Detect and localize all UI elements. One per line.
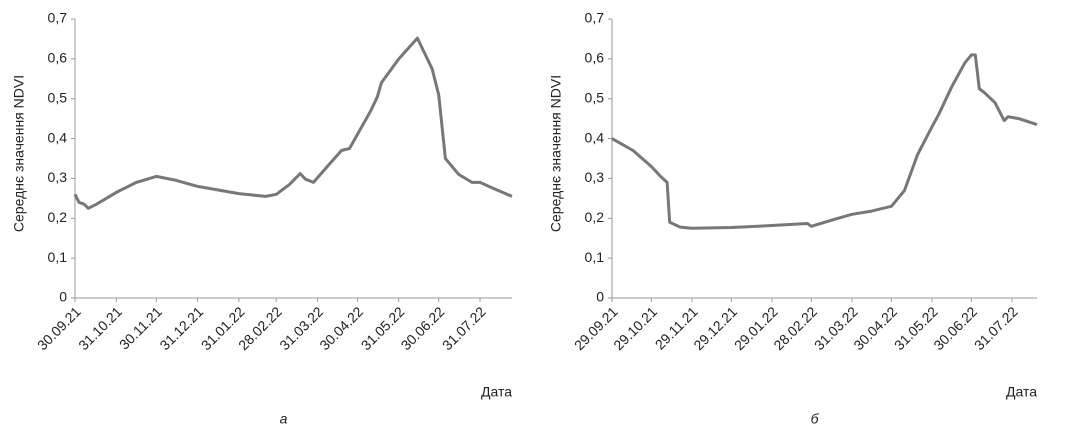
x-tick-label: 30.04.22 (850, 303, 900, 353)
y-tick-label: 0,5 (48, 89, 68, 105)
x-tick-label: 31.12.21 (156, 303, 206, 353)
y-tick-label: 0,1 (585, 249, 605, 265)
x-tick-label: 31.07.22 (439, 303, 489, 353)
ndvi-line (73, 36, 513, 210)
x-tick-label: 29.10.21 (610, 303, 660, 353)
y-axis-label: Середнє значення NDVI (11, 75, 27, 232)
x-tick-label: 30.06.22 (398, 303, 448, 353)
y-tick-label: 0 (59, 289, 67, 305)
x-tick-label: 28.02.22 (770, 303, 820, 353)
y-tick-label: 0,5 (585, 89, 605, 105)
ndvi-line (611, 53, 1038, 230)
x-tick-label: 31.07.22 (971, 303, 1021, 353)
y-tick-label: 0,6 (48, 50, 68, 66)
x-tick-label: 31.10.21 (75, 303, 125, 353)
y-tick-label: 0,1 (48, 249, 68, 265)
x-tick-label: 30.06.22 (930, 303, 980, 353)
y-tick-label: 0,7 (585, 10, 605, 26)
y-tick-label: 0,3 (48, 169, 68, 185)
caption: б (811, 411, 820, 427)
y-tick-label: 0 (596, 289, 604, 305)
y-tick-label: 0,4 (48, 129, 68, 145)
x-axis-label: Дата (1006, 384, 1037, 400)
x-tick-label: 30.11.21 (116, 303, 165, 352)
y-tick-label: 0,3 (585, 169, 605, 185)
x-tick-label: 30.04.22 (316, 303, 366, 353)
y-tick-label: 0,6 (585, 50, 605, 66)
caption: а (280, 411, 288, 427)
x-tick-label: 29.12.21 (690, 303, 740, 353)
x-axis-label: Дата (481, 384, 512, 400)
y-tick-label: 0,2 (48, 209, 68, 225)
y-tick-label: 0,2 (585, 209, 605, 225)
y-tick-label: 0,7 (48, 10, 68, 26)
y-axis-label: Середнє значення NDVI (548, 75, 564, 232)
y-tick-label: 0,4 (585, 129, 605, 145)
x-tick-label: 30.09.21 (34, 303, 84, 353)
